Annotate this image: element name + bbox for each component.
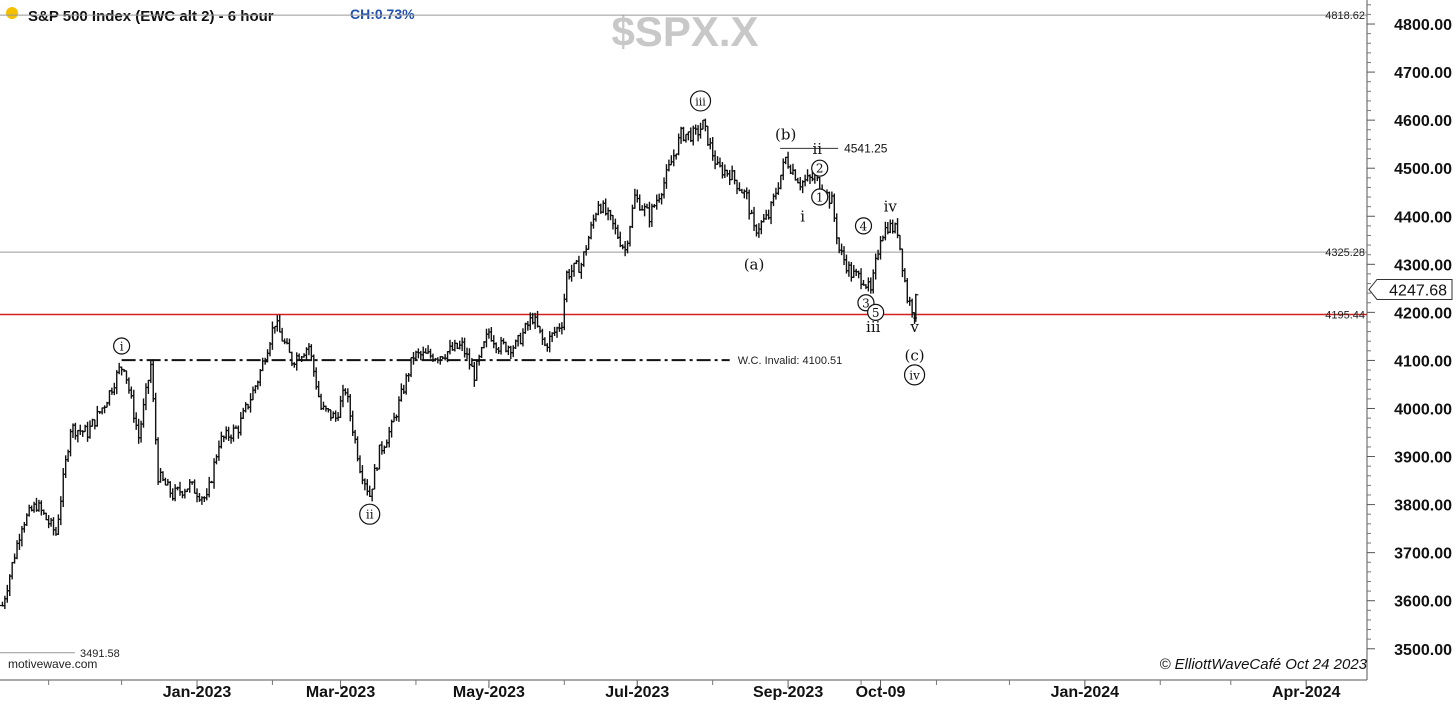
- wave-circle: [113, 337, 131, 355]
- wave-label: 2: [811, 159, 829, 177]
- wave-label: 5: [867, 303, 885, 321]
- price-level-label: 4818.62: [1325, 10, 1365, 22]
- x-tick-label: Mar-2023: [306, 684, 375, 700]
- x-tick-label: Oct-09: [856, 684, 906, 700]
- wave-text: (a): [744, 255, 765, 273]
- wave-label: iii: [866, 318, 881, 336]
- y-tick-label: 4300.00: [1394, 257, 1452, 274]
- wave-text: i: [120, 340, 124, 354]
- wave-text: 3: [862, 296, 870, 310]
- wave-label: 4: [854, 217, 873, 235]
- x-tick-label: May-2023: [453, 684, 525, 700]
- wave-circle: [854, 217, 873, 235]
- y-tick-label: 4400.00: [1394, 209, 1452, 226]
- wave-text: ii: [812, 140, 822, 158]
- wave-text: iv: [884, 198, 898, 216]
- ohlc-bars: [0, 118, 919, 610]
- wave-label: iv: [903, 364, 926, 386]
- wave-label: (b): [775, 126, 796, 144]
- y-tick-label: 3600.00: [1394, 594, 1452, 611]
- wave-text: 4: [860, 219, 868, 233]
- wave-text: i: [800, 207, 805, 225]
- wave-text: (c): [905, 347, 925, 365]
- wave-circle: [903, 364, 926, 386]
- wave-circle: [811, 159, 829, 177]
- x-tick-label: Jul-2023: [605, 684, 669, 700]
- b-high-label: 4541.25: [844, 141, 888, 155]
- y-tick-label: 3500.00: [1394, 642, 1452, 659]
- source-text: motivewave.com: [8, 657, 97, 671]
- price-level-label: 4195.44: [1325, 310, 1365, 322]
- y-tick-label: 3700.00: [1394, 546, 1452, 563]
- y-tick-label: 4200.00: [1394, 305, 1452, 322]
- y-tick-label: 4000.00: [1394, 401, 1452, 418]
- wave-text: iii: [695, 95, 706, 108]
- wave-label: iv: [884, 198, 898, 216]
- x-tick-label: Jan-2023: [163, 684, 232, 700]
- price-level-label: 4325.28: [1325, 247, 1365, 259]
- y-axis-panel: [1367, 0, 1456, 700]
- plot-area: 4818.62 4325.28 4195.44 3491.58 W.C. Invalid…: [0, 10, 1367, 660]
- wave-label: 1: [811, 188, 829, 206]
- wave-circle: [359, 503, 381, 525]
- wave-label: v: [909, 318, 919, 336]
- y-tick-label: 4500.00: [1394, 161, 1452, 178]
- x-tick-label: Jan-2024: [1051, 684, 1120, 700]
- wave-text: 5: [872, 306, 880, 320]
- wave-text: 1: [816, 191, 824, 205]
- y-tick-label: 3900.00: [1394, 450, 1452, 467]
- wave-circle: [811, 188, 829, 206]
- ohlc-bar: [913, 293, 919, 322]
- change-percent: CH:0.73%: [350, 6, 415, 22]
- wave-label: (c): [905, 347, 925, 365]
- wave-text: iv: [909, 368, 920, 382]
- price-level-label: 3491.58: [80, 648, 120, 660]
- last-price-box: [1368, 278, 1453, 300]
- wave-text: (b): [775, 126, 796, 144]
- x-tick-label: Sep-2023: [753, 684, 823, 700]
- invalidation-label: W.C. Invalid: 4100.51: [738, 355, 843, 367]
- wave-text: 2: [816, 162, 824, 176]
- y-tick-label: 4100.00: [1394, 353, 1452, 370]
- wave-label: (a): [744, 255, 765, 273]
- x-tick-label: Apr-2024: [1272, 684, 1341, 700]
- y-tick-label: 3800.00: [1394, 498, 1452, 515]
- wave-label: ii: [812, 140, 822, 158]
- credit-text: © ElliottWaveCafé Oct 24 2023: [1159, 656, 1367, 673]
- wave-circle: [867, 303, 885, 321]
- wave-label: ii: [359, 503, 381, 525]
- status-dot-icon: [6, 7, 18, 19]
- wave-label: i: [800, 207, 805, 225]
- wave-label: iii: [689, 90, 712, 112]
- wave-circle: [689, 90, 712, 112]
- wave-text: v: [909, 318, 919, 336]
- y-tick-label: 4700.00: [1394, 65, 1452, 82]
- watermark-symbol: $SPX.X: [611, 8, 758, 55]
- wave-text: iii: [866, 318, 881, 336]
- wave-label: i: [113, 337, 131, 355]
- last-price-label: 4247.68: [1389, 282, 1447, 299]
- chart-title: S&P 500 Index (EWC alt 2) - 6 hour: [28, 8, 274, 25]
- y-tick-label: 4600.00: [1394, 113, 1452, 130]
- wave-text: ii: [366, 508, 374, 522]
- y-tick-label: 4800.00: [1394, 17, 1452, 34]
